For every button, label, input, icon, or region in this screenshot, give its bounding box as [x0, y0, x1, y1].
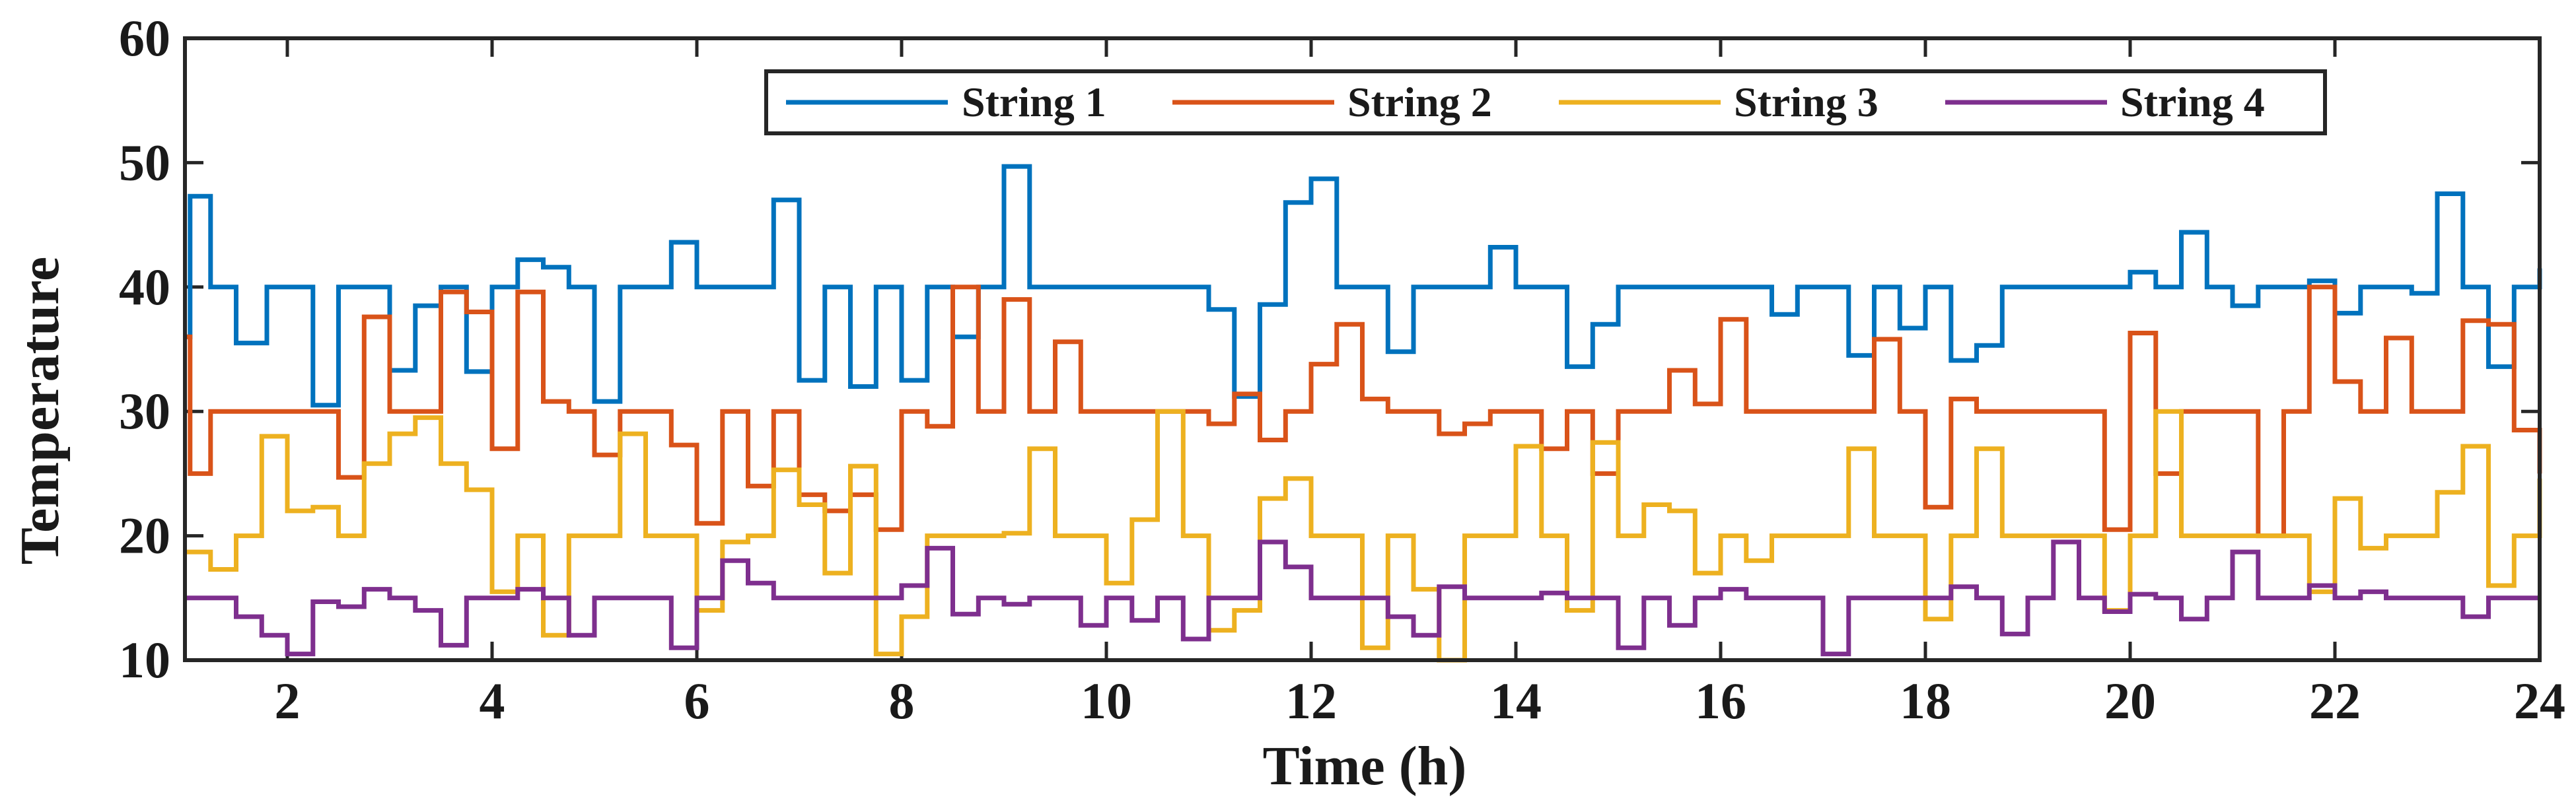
- y-tick-label: 60: [119, 9, 170, 67]
- x-tick-label: 14: [1490, 672, 1542, 729]
- y-tick-label: 30: [119, 382, 170, 440]
- x-tick-label: 2: [275, 672, 301, 729]
- legend-label-string-1: String 1: [962, 79, 1106, 125]
- legend-item-string-1: String 1: [786, 79, 1106, 125]
- legend-item-string-3: String 3: [1559, 79, 1878, 125]
- series-line-string-1: [185, 164, 2542, 408]
- y-axis-label: Temperature: [9, 257, 71, 565]
- series-line-string-4: [185, 539, 2540, 657]
- x-tick-label: 18: [1900, 672, 1951, 729]
- legend-label-string-2: String 2: [1347, 79, 1492, 125]
- legend: String 1 String 2 String 3 String 4: [764, 69, 2327, 135]
- y-tick-label: 40: [119, 258, 170, 316]
- x-tick-label: 4: [480, 672, 505, 729]
- x-tick-label: 8: [889, 672, 915, 729]
- x-axis-label: Time (h): [1263, 735, 1467, 797]
- series-line-string-3: [185, 409, 2542, 663]
- series-lines: [185, 164, 2542, 663]
- legend-item-string-2: String 2: [1172, 79, 1492, 125]
- y-tick-label: 10: [119, 631, 170, 689]
- legend-item-string-4: String 4: [1945, 79, 2265, 125]
- x-tick-label: 20: [2104, 672, 2156, 729]
- x-tick-label: 22: [2309, 672, 2361, 729]
- y-tick-label: 50: [119, 133, 170, 191]
- plot-frame: [183, 36, 2542, 662]
- y-tick-label: 20: [119, 507, 170, 564]
- legend-label-string-3: String 3: [1734, 79, 1878, 125]
- x-tick-label: 10: [1081, 672, 1132, 729]
- x-tick-label: 6: [684, 672, 710, 729]
- x-tick-label: 16: [1695, 672, 1746, 729]
- x-tick-label: 24: [2514, 672, 2565, 729]
- x-tick-label: 12: [1285, 672, 1337, 729]
- legend-label-string-4: String 4: [2120, 79, 2265, 125]
